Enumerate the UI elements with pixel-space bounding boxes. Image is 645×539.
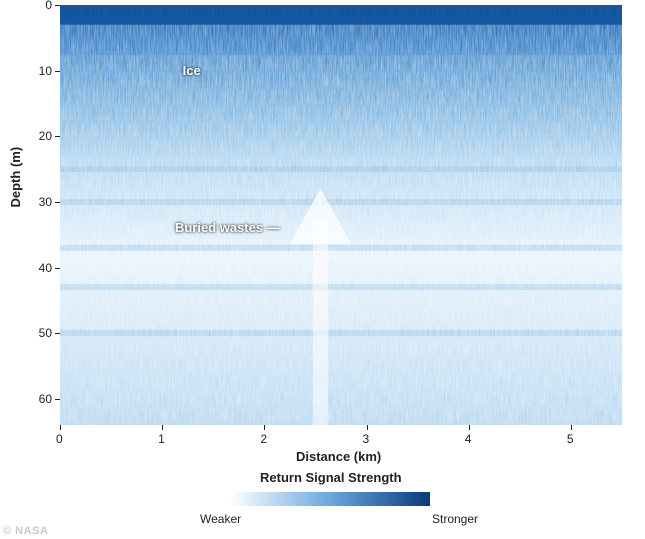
x-tick — [60, 425, 61, 430]
y-tick-label: 30 — [39, 195, 52, 209]
x-tick-label: 2 — [260, 432, 267, 446]
legend-strong-label: Stronger — [432, 512, 478, 526]
annotation-buried-wastes-: Buried wastes — — [175, 220, 280, 235]
y-axis-label: Depth (m) — [8, 147, 23, 208]
y-tick-label: 0 — [45, 0, 52, 12]
x-tick — [571, 425, 572, 430]
legend-weak-label: Weaker — [200, 512, 241, 526]
y-tick — [55, 71, 60, 72]
x-tick-label: 4 — [465, 432, 472, 446]
y-tick — [55, 333, 60, 334]
source-watermark: © NASA — [3, 525, 48, 537]
y-tick — [55, 136, 60, 137]
y-tick — [55, 268, 60, 269]
x-tick-label: 1 — [158, 432, 165, 446]
x-axis-label: Distance (km) — [296, 449, 381, 464]
x-tick — [469, 425, 470, 430]
legend-title: Return Signal Strength — [260, 470, 402, 485]
y-tick-label: 60 — [39, 392, 52, 406]
x-tick — [162, 425, 163, 430]
x-tick-label: 0 — [56, 432, 63, 446]
y-tick-label: 20 — [39, 129, 52, 143]
x-tick-label: 3 — [363, 432, 370, 446]
x-tick-label: 5 — [567, 432, 574, 446]
x-tick — [264, 425, 265, 430]
y-tick — [55, 399, 60, 400]
plot-area — [60, 5, 622, 425]
x-tick — [367, 425, 368, 430]
annotation-ice: Ice — [183, 63, 201, 78]
legend-colorbar — [230, 492, 430, 506]
y-tick-label: 40 — [39, 261, 52, 275]
y-tick-label: 10 — [39, 64, 52, 78]
y-tick-label: 50 — [39, 326, 52, 340]
radargram-image — [60, 5, 622, 425]
y-tick — [55, 202, 60, 203]
y-tick — [55, 5, 60, 6]
